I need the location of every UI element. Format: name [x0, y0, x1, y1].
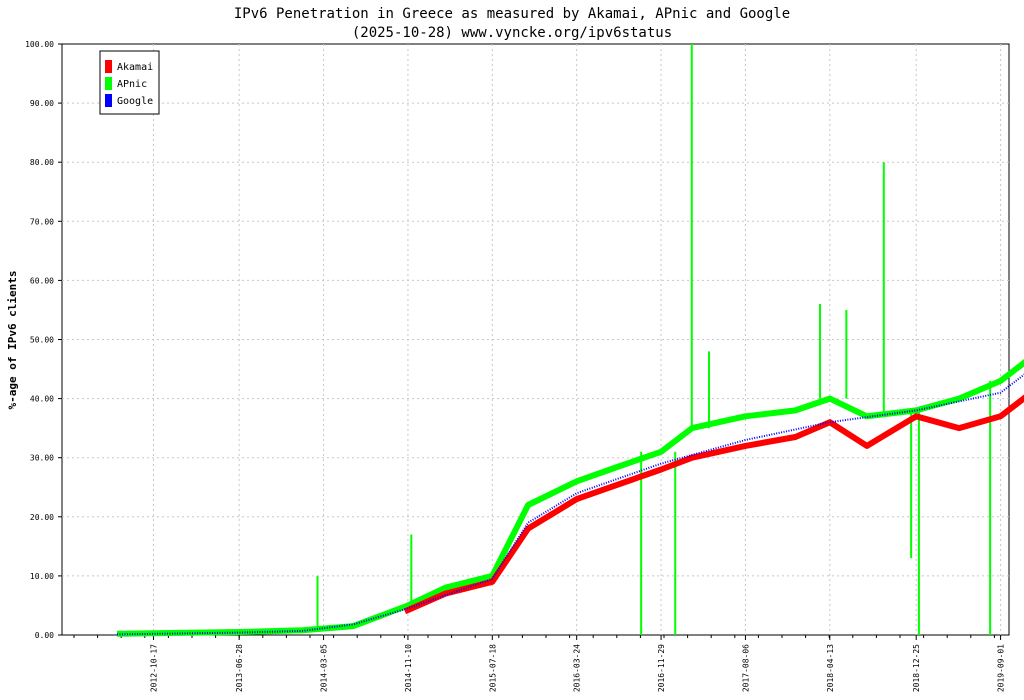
y-tick-label: 50.00	[30, 336, 54, 345]
y-tick-label: 40.00	[30, 395, 54, 404]
y-tick-label: 60.00	[30, 276, 54, 285]
x-tick-label: 2014-11-10	[404, 644, 413, 692]
x-tick-label: 2012-10-17	[149, 644, 158, 692]
legend: Akamai APnic Google	[99, 50, 160, 115]
chart-subtitle: (2025-10-28) www.vyncke.org/ipv6status	[352, 25, 672, 41]
series-line-akamai	[403, 394, 1024, 615]
legend-swatch-akamai	[105, 60, 112, 73]
x-tick-label: 2018-12-25	[912, 644, 921, 692]
y-tick-label: 80.00	[30, 158, 54, 167]
x-tick-label: 2013-06-28	[235, 644, 244, 692]
x-tick-label: 2016-03-24	[573, 644, 582, 692]
legend-label-akamai: Akamai	[117, 62, 153, 73]
legend-label-google: Google	[117, 96, 153, 107]
x-tick-label: 2018-04-13	[826, 644, 835, 692]
series-akamai	[403, 394, 1024, 615]
grid	[62, 44, 1009, 635]
plot-area	[61, 43, 1010, 636]
y-axis: 0.00 10.00 20.00 30.00 40.00 50.00 60.00 70.00 8…	[25, 40, 62, 640]
y-tick-label: 0.00	[35, 631, 54, 640]
x-tick-label: 2014-03-05	[320, 644, 329, 692]
series-line-apnic	[116, 359, 1024, 637]
y-tick-label: 90.00	[30, 99, 54, 108]
series-layer	[116, 44, 1024, 637]
y-tick-label: 100.00	[25, 40, 54, 49]
x-axis: 2012-10-17 2013-06-28 2014-03-05 2014-11-10…	[73, 635, 1006, 692]
y-tick-label: 30.00	[30, 454, 54, 463]
y-tick-label: 10.00	[30, 572, 54, 581]
y-tick-label: 70.00	[30, 217, 54, 226]
y-tick-label: 20.00	[30, 513, 54, 522]
legend-label-apnic: APnic	[117, 79, 147, 90]
x-tick-label: 2019-09-01	[997, 644, 1006, 692]
legend-swatch-apnic	[105, 77, 112, 90]
legend-swatch-google	[105, 94, 112, 107]
x-tick-label: 2017-08-06	[741, 644, 750, 692]
x-tick-label: 2016-11-29	[657, 644, 666, 692]
x-tick-label: 2015-07-18	[488, 644, 497, 692]
y-axis-label: %-age of IPv6 clients	[6, 270, 19, 409]
series-apnic	[116, 44, 1024, 637]
chart-title: IPv6 Penetration in Greece as measured b…	[234, 6, 790, 22]
